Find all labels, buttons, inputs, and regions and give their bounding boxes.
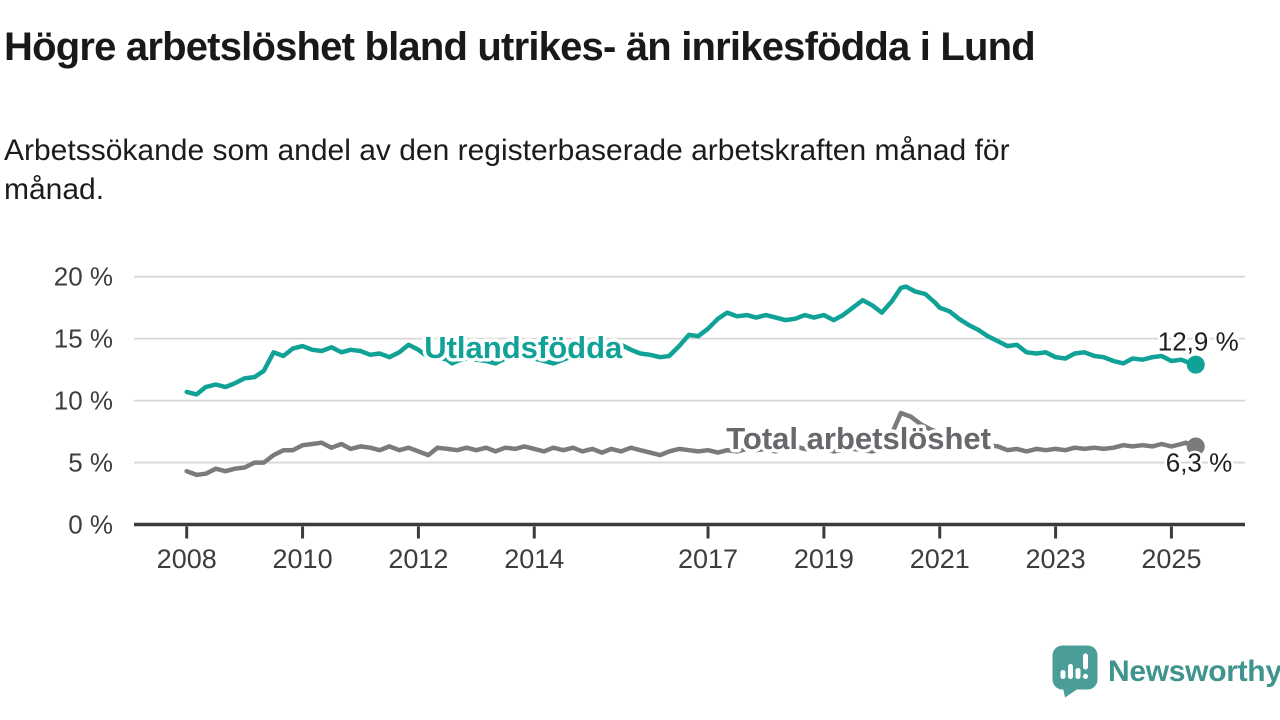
subtitle-line-1: Arbetssökande som andel av den registerb… <box>4 134 1010 167</box>
unemployment-line-chart: 0 % 5 % 10 % 15 % 20 % 2008 2010 2012 2014 2017 20… <box>54 262 1245 574</box>
subtitle-line-2: månad. <box>4 173 105 206</box>
y-axis-tick-label: 20 % <box>54 262 113 292</box>
series-end-dot-total <box>1186 437 1205 456</box>
x-axis-tick-label: 2023 <box>1026 544 1086 574</box>
series-line-utlandsfodda <box>184 284 1199 397</box>
page-title: Högre arbetslöshet bland utrikes- än inr… <box>4 25 1036 69</box>
x-axis-tick-label: 2017 <box>678 544 738 574</box>
x-axis-tick-label: 2021 <box>910 544 970 574</box>
series-end-value-label-total: 6,3 % <box>1166 447 1233 477</box>
y-axis-tick-label: 0 % <box>68 510 113 540</box>
series-end-value-label-utlandsfodda: 12,9 % <box>1158 327 1239 357</box>
series-line-total <box>184 410 1199 478</box>
page-subtitle: Arbetssökande som andel av den registerb… <box>4 131 1010 209</box>
x-axis-tick-label: 2014 <box>504 544 564 574</box>
newsworthy-logo: Newsworthy <box>1051 644 1280 699</box>
series-name-label-total: Total arbetslöshet <box>726 421 991 456</box>
y-axis-tick-label: 10 % <box>54 386 113 416</box>
y-axis-tick-label: 15 % <box>54 324 113 354</box>
newsworthy-speech-bubble-bar-chart-icon <box>1052 645 1098 698</box>
x-axis-tick-label: 2025 <box>1141 544 1201 574</box>
x-axis-tick-label: 2008 <box>157 544 217 574</box>
series-name-label-utlandsfodda: Utlandsfödda <box>424 330 623 365</box>
x-axis-tick-label: 2019 <box>794 544 854 574</box>
series-end-dot-utlandsfodda <box>1186 355 1205 374</box>
x-axis-tick-label: 2012 <box>388 544 448 574</box>
newsworthy-brand-name: Newsworthy <box>1108 654 1280 688</box>
x-axis-tick-label: 2010 <box>273 544 333 574</box>
y-axis-tick-label: 5 % <box>68 448 113 478</box>
